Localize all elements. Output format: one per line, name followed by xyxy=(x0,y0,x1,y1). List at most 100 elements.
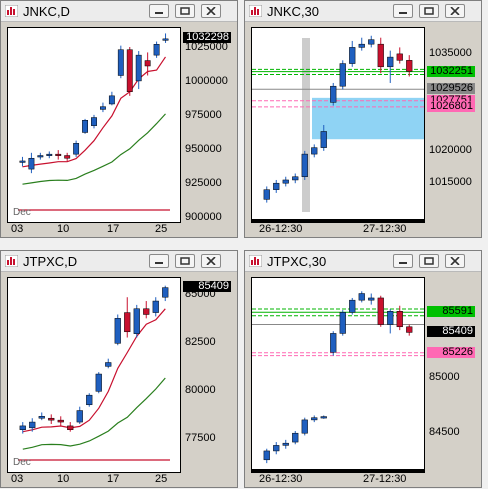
title-bar[interactable]: JNKC,D xyxy=(1,1,237,22)
close-button[interactable] xyxy=(201,254,221,268)
candle xyxy=(358,291,365,303)
price-tick-label: 85000 xyxy=(429,370,460,383)
candle xyxy=(330,331,337,356)
candle xyxy=(108,91,115,106)
candle xyxy=(46,151,53,159)
time-axis: 26-12:30 27-12:30 xyxy=(251,473,425,485)
candle xyxy=(406,324,413,336)
time-tick-label: 25 xyxy=(155,223,168,235)
candle xyxy=(162,33,169,43)
price-axis: 1025000 1000000 975000 950000 925000 900000 xyxy=(181,27,233,223)
candle xyxy=(349,297,356,315)
title-bar[interactable]: JNKC,30 xyxy=(245,1,481,22)
window-title: JNKC,30 xyxy=(267,4,320,19)
chart-plot-area[interactable] xyxy=(251,277,425,473)
candle xyxy=(387,309,394,334)
price-tick-label: 900000 xyxy=(185,210,222,223)
candle xyxy=(358,37,365,51)
candle xyxy=(377,37,384,74)
session-bar xyxy=(252,469,424,472)
candle xyxy=(133,304,140,338)
title-bar[interactable]: JTPXC,30 xyxy=(245,251,481,272)
price-axis: 85000 82500 80000 77500 xyxy=(181,277,233,473)
price-axis: 85000 84500 xyxy=(425,277,477,473)
chart-window-jnkc-daily[interactable]: JNKC,D 1025000 1000000 975000 950000 925000 9… xyxy=(0,0,238,238)
candlestick-chart xyxy=(18,285,170,461)
candle xyxy=(28,152,35,174)
candle xyxy=(100,102,106,113)
slow-moving-average xyxy=(22,377,166,450)
candle xyxy=(144,52,151,76)
candle xyxy=(95,372,102,394)
restore-icon xyxy=(180,7,190,15)
time-tick-label: 17 xyxy=(107,223,120,235)
candle xyxy=(301,417,308,436)
close-button[interactable] xyxy=(445,254,465,268)
candle xyxy=(339,60,346,90)
minimize-button[interactable] xyxy=(149,254,169,268)
candle xyxy=(126,46,133,96)
chart-window-jtpxc-30min[interactable]: JTPXC,30 85000 84500 26-12:30 27-12:30 855… xyxy=(244,250,482,488)
minimize-button[interactable] xyxy=(393,4,413,18)
restore-button[interactable] xyxy=(175,4,195,18)
price-tick-label: 975000 xyxy=(185,109,222,122)
time-tick-label: 10 xyxy=(57,473,70,485)
candle xyxy=(64,152,71,161)
chart-plot-area[interactable] xyxy=(251,27,425,223)
price-tick-label: 84500 xyxy=(429,426,460,439)
restore-button[interactable] xyxy=(419,254,439,268)
price-tick-label: 1015000 xyxy=(429,176,472,189)
time-tick-label: 26-12:30 xyxy=(259,223,303,235)
price-tick-label: 1035000 xyxy=(429,46,472,59)
minimize-icon xyxy=(155,12,163,14)
candle xyxy=(82,118,88,134)
candle xyxy=(273,179,280,193)
candle xyxy=(37,152,44,160)
candle xyxy=(55,150,62,160)
candle xyxy=(19,422,26,434)
restore-button[interactable] xyxy=(419,4,439,18)
fast-moving-average xyxy=(22,308,166,433)
restore-icon xyxy=(180,257,190,265)
price-axis: 1035000 1020000 1015000 xyxy=(425,27,477,223)
close-icon xyxy=(206,257,216,265)
candle xyxy=(339,310,346,336)
chart-plot-area[interactable] xyxy=(7,277,181,473)
restore-button[interactable] xyxy=(175,254,195,268)
candle xyxy=(76,406,83,424)
candle xyxy=(292,173,299,184)
chart-window-jtpxc-daily[interactable]: JTPXC,D 85000 82500 80000 77500 03 10 17 25 85… xyxy=(0,250,238,488)
price-tick-label: 1000000 xyxy=(185,75,228,88)
time-tick-label: 03 xyxy=(11,473,24,485)
time-axis: 03 10 17 25 xyxy=(7,473,181,485)
candle xyxy=(117,45,124,79)
window-title: JNKC,D xyxy=(23,4,70,19)
candle xyxy=(377,295,384,327)
chart-plot-area[interactable] xyxy=(7,27,181,223)
candle xyxy=(330,82,337,106)
price-tick-label: 82500 xyxy=(185,336,216,349)
minimize-button[interactable] xyxy=(393,254,413,268)
candle xyxy=(273,442,280,455)
minimize-button[interactable] xyxy=(149,4,169,18)
price-tag: 85409 xyxy=(183,281,231,293)
candle xyxy=(29,418,36,432)
candle xyxy=(263,186,270,203)
chart-window-jnkc-30min[interactable]: JNKC,30 1035000 1020000 1015000 26-12:30 27… xyxy=(244,0,482,238)
candle xyxy=(320,415,327,419)
time-axis: 26-12:30 27-12:30 xyxy=(251,223,425,235)
candle xyxy=(320,125,327,151)
month-label: Dec xyxy=(13,457,31,468)
title-bar[interactable]: JTPXC,D xyxy=(1,251,237,272)
price-tag: 1026801 xyxy=(427,100,475,112)
candle xyxy=(86,393,93,407)
candle xyxy=(368,293,375,305)
close-button[interactable] xyxy=(445,4,465,18)
candle xyxy=(263,448,270,464)
candle xyxy=(311,415,318,423)
close-button[interactable] xyxy=(201,4,221,18)
price-tag: 85591 xyxy=(427,306,475,318)
price-tick-label: 1025000 xyxy=(185,41,228,54)
candlestick-chart xyxy=(252,35,424,222)
time-tick-label: 26-12:30 xyxy=(259,473,303,485)
